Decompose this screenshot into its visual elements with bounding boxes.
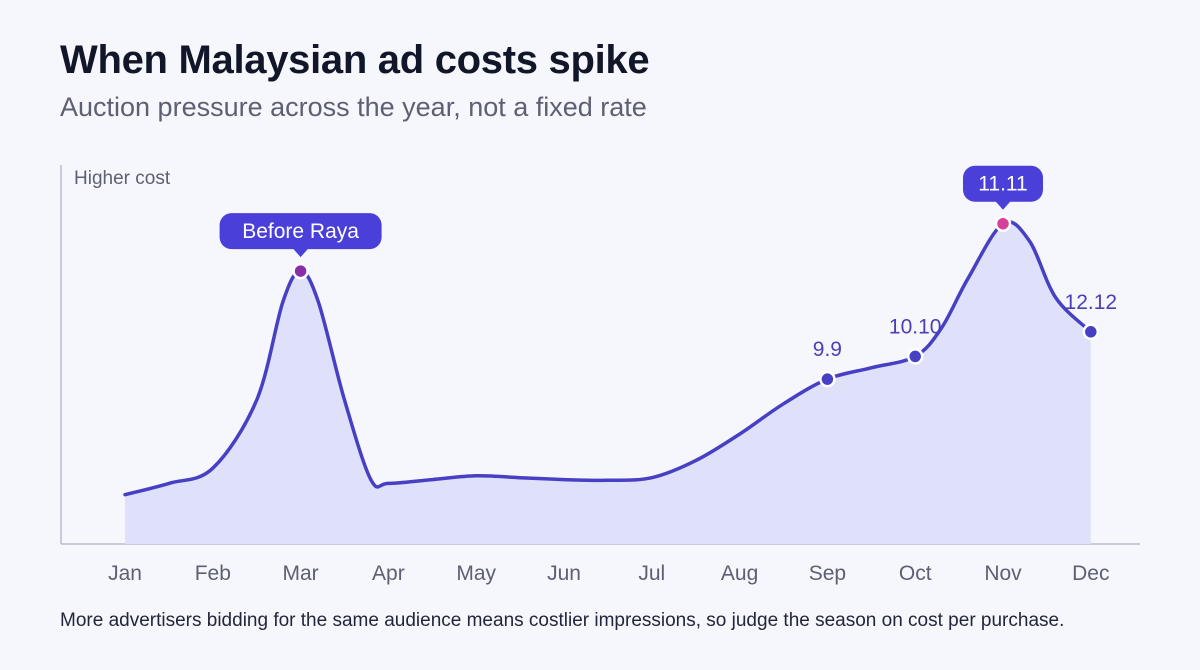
data-point-9-9 (819, 370, 836, 388)
data-label-9-9: 9.9 (813, 338, 842, 361)
callout-bubble-11-11 (963, 165, 1043, 202)
x-tick-label-dec: Dec (1072, 562, 1109, 585)
data-label-12-12: 12.12 (1065, 291, 1118, 314)
y-axis-label: Higher cost (74, 168, 171, 189)
data-point-12-12 (1082, 323, 1100, 341)
series-line (123, 220, 1093, 497)
data-points: Before Raya 9.9 10.10 11.11 12.12 (219, 165, 1118, 388)
x-tick-labels: Jan Feb Mar Apr May Jun Jul Aug Sep Oct Nov Dec (108, 562, 1109, 585)
data-label-before-raya: Before Raya (242, 220, 359, 243)
x-tick-label-oct: Oct (899, 562, 932, 585)
data-label-10-10: 10.10 (889, 315, 942, 338)
data-point-10-10 (906, 348, 924, 365)
x-tick-label-feb: Feb (195, 562, 231, 585)
x-tick-label-jan: Jan (108, 562, 142, 585)
callout-pointer-before-raya (292, 248, 309, 258)
x-tick-label-apr: Apr (372, 562, 405, 585)
chart-title: When Malaysian ad costs spike (60, 38, 650, 82)
x-tick-label-nov: Nov (984, 562, 1022, 585)
callout-bubble-before-raya (219, 213, 382, 250)
x-tick-label-aug: Aug (721, 562, 758, 585)
data-point-before-raya (292, 262, 309, 280)
callout-pointer-11-11 (995, 200, 1011, 210)
x-tick-label-may: May (456, 562, 496, 585)
data-point-11-11 (994, 215, 1012, 232)
data-label-11-11: 11.11 (978, 173, 1027, 196)
chart-subtitle: Auction pressure across the year, not a … (60, 92, 647, 122)
x-tick-label-sep: Sep (809, 562, 846, 585)
x-tick-label-jul: Jul (638, 562, 665, 585)
area-fill (125, 221, 1091, 544)
footnote: More advertisers bidding for the same au… (60, 610, 1065, 631)
x-tick-label-jun: Jun (547, 562, 581, 585)
x-tick-label-mar: Mar (283, 562, 319, 585)
